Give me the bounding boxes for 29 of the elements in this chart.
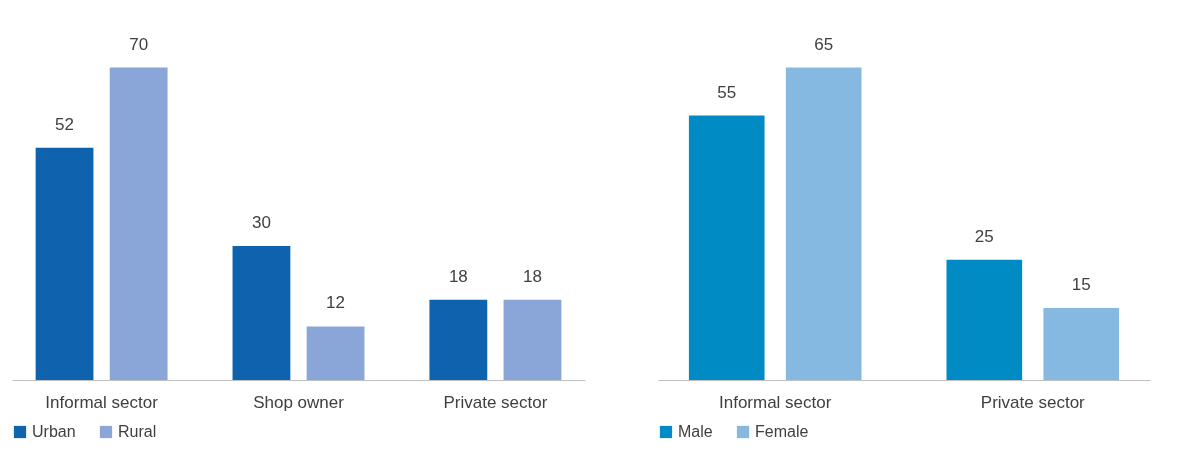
- x-tick-label: Private sector: [443, 392, 548, 412]
- bar: [946, 259, 1023, 380]
- data-label: 12: [326, 293, 346, 313]
- data-label: 15: [1071, 274, 1091, 294]
- x-tick-label: Informal sector: [45, 392, 159, 412]
- data-label: 18: [448, 266, 468, 286]
- bar: [1043, 307, 1120, 380]
- legend-label: Rural: [118, 423, 157, 440]
- data-label: 65: [814, 34, 834, 54]
- bar: [429, 299, 488, 380]
- data-label: 70: [129, 34, 149, 54]
- data-label: 18: [523, 266, 542, 286]
- bar: [688, 115, 765, 380]
- legend-label: Male: [678, 423, 713, 440]
- legend-label: Female: [755, 423, 809, 440]
- data-label: 25: [974, 226, 994, 246]
- bar: [503, 299, 562, 380]
- x-tick-label: Informal sector: [718, 392, 832, 412]
- x-tick-label: Shop owner: [253, 392, 345, 412]
- data-label: 52: [55, 114, 74, 134]
- data-label: 55: [717, 82, 737, 102]
- legend-label: Urban: [32, 423, 76, 440]
- x-tick-label: Private sector: [980, 392, 1086, 412]
- bar: [306, 326, 365, 380]
- bar: [109, 67, 168, 380]
- bar: [785, 67, 862, 380]
- bar: [35, 147, 94, 380]
- bar: [232, 246, 291, 380]
- data-label: 30: [251, 213, 271, 233]
